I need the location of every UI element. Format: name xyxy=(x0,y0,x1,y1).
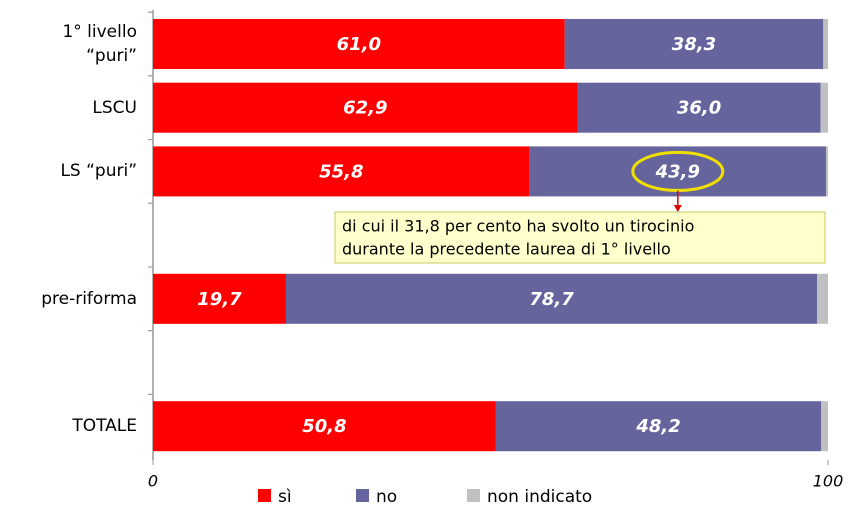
y-tick-label: LS “puri” xyxy=(60,161,137,182)
bar-segment xyxy=(821,401,828,452)
legend-label: no xyxy=(376,487,397,507)
y-tick-label: TOTALE xyxy=(72,416,137,437)
y-tick-label: LSCU xyxy=(92,97,137,118)
bar-segment xyxy=(495,401,822,452)
bar-segment xyxy=(577,82,821,133)
bar-segment xyxy=(285,273,818,324)
data-label: 50,8 xyxy=(302,416,346,437)
annotation-box xyxy=(334,211,826,264)
bar-segment xyxy=(153,401,496,452)
data-label: 36,0 xyxy=(677,98,721,119)
bar-segment xyxy=(153,82,578,133)
legend-swatch xyxy=(258,489,271,502)
legend-swatch xyxy=(356,489,369,502)
x-tick-label: 0 xyxy=(148,472,158,491)
x-tick-label: 100 xyxy=(813,472,844,491)
annotation-line: durante la precedente laurea di 1° livel… xyxy=(342,240,671,259)
bar-segment xyxy=(817,273,828,324)
y-tick-label: 1° livello “puri” xyxy=(62,22,137,66)
data-label: 19,7 xyxy=(197,289,242,310)
bar-segment xyxy=(153,146,530,197)
bar-segment xyxy=(529,146,826,197)
data-label: 43,9 xyxy=(655,161,700,182)
bar-segment xyxy=(825,146,828,197)
data-label: 55,8 xyxy=(319,161,363,182)
bar-segment xyxy=(564,19,824,69)
bar-segment xyxy=(823,19,828,69)
data-label: 61,0 xyxy=(337,34,381,55)
data-label: 48,2 xyxy=(635,416,680,437)
legend-label: non indicato xyxy=(487,487,592,507)
bar-segment xyxy=(820,82,828,133)
data-label: 62,9 xyxy=(343,98,387,119)
annotation-line: di cui il 31,8 per cento ha svolto un ti… xyxy=(342,217,694,236)
data-label: 78,7 xyxy=(529,289,574,310)
data-label: 38,3 xyxy=(672,34,716,55)
legend-swatch xyxy=(467,489,480,502)
arrow-head xyxy=(673,205,682,212)
legend-label: sì xyxy=(278,487,292,507)
y-tick-label: pre-riforma xyxy=(41,288,137,309)
bar-segment xyxy=(153,273,286,324)
bar-segment xyxy=(153,19,565,69)
